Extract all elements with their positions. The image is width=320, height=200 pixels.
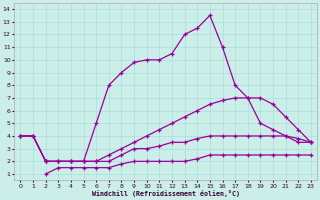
- X-axis label: Windchill (Refroidissement éolien,°C): Windchill (Refroidissement éolien,°C): [92, 190, 240, 197]
